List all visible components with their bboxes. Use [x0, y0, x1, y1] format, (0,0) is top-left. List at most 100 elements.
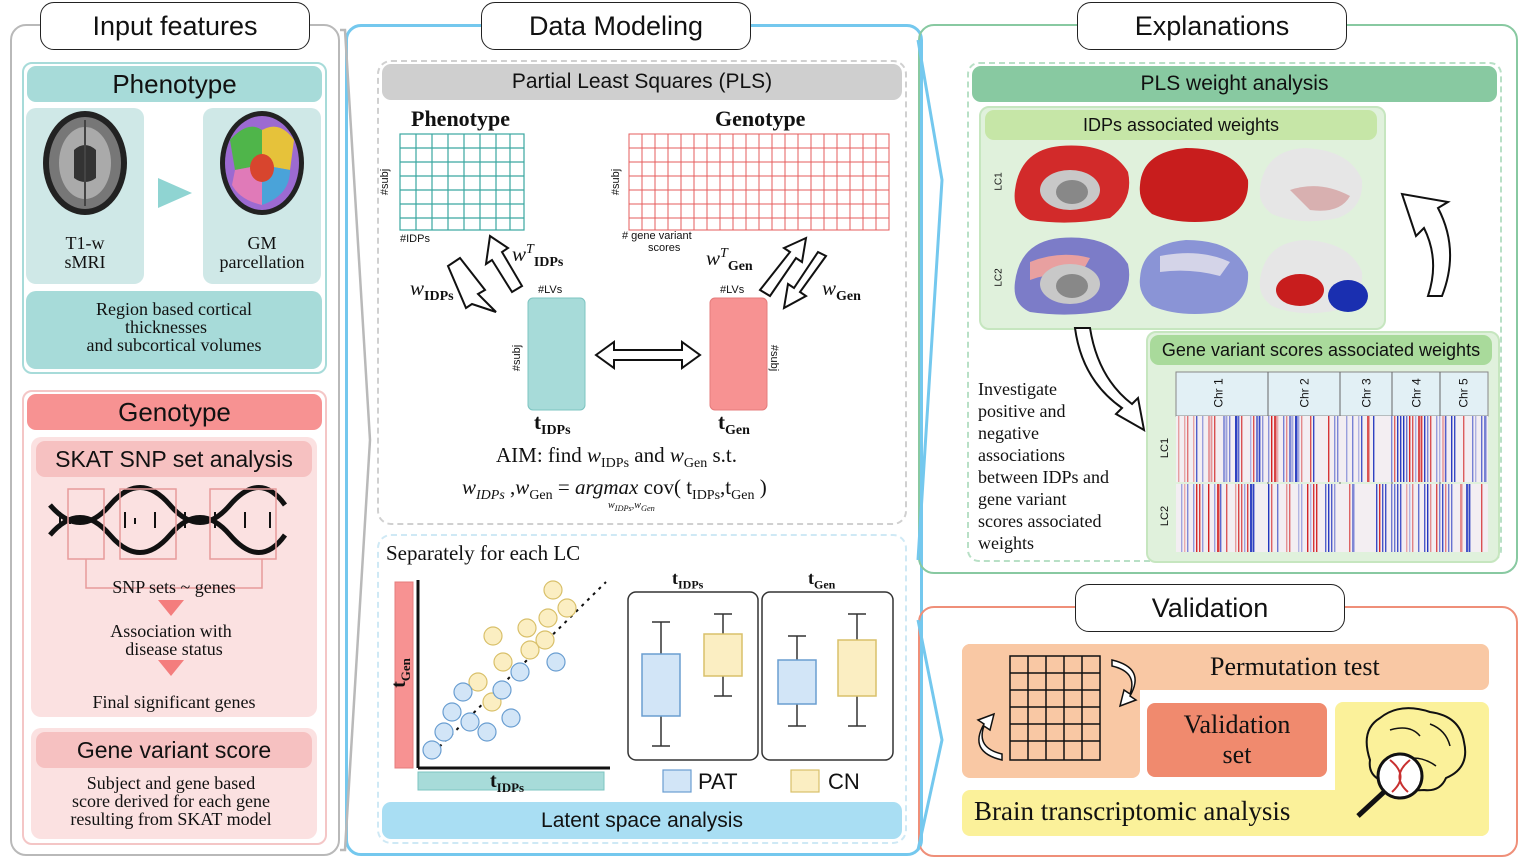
heatmap-stripe — [1439, 416, 1441, 482]
heatmap-stripe — [1391, 416, 1393, 482]
phenotype-desc-1: Region based cortical — [96, 299, 252, 319]
w-idps-label: wIDPs — [410, 276, 454, 305]
brain-transcriptomic-label: Brain transcriptomic analysis — [974, 796, 1291, 826]
phenotype-title: Phenotype — [27, 66, 322, 102]
heatmap-stripe — [1421, 416, 1423, 482]
gvs-desc-1: Subject and gene based — [86, 773, 256, 793]
parcellation-label: parcellation — [219, 252, 305, 272]
heatmap-stripe — [1451, 484, 1453, 552]
heatmap-stripe — [1226, 484, 1228, 552]
heatmap-stripe — [1289, 484, 1291, 552]
heatmap-stripe — [1238, 416, 1240, 482]
heatmap-stripe — [1313, 416, 1315, 482]
heatmap-stripe — [1466, 484, 1469, 552]
t-gen-label: tGen — [718, 410, 750, 439]
heatmap-stripe — [1472, 416, 1474, 482]
investigate-line-3: negative — [978, 423, 1039, 443]
heatmap-stripe — [1196, 484, 1198, 552]
heatmap-stripe — [1235, 484, 1237, 552]
heatmap-stripe — [1208, 416, 1211, 482]
pls-box — [377, 60, 907, 525]
heatmap-stripe — [1376, 484, 1378, 552]
input-features-header: Input features — [40, 2, 310, 50]
genotype-title: Genotype — [27, 394, 322, 430]
heatmap-stripe — [1445, 484, 1447, 552]
heatmap-stripe — [1259, 416, 1261, 482]
investigate-line-2: positive and — [978, 401, 1066, 421]
heatmap-stripe — [1211, 416, 1213, 482]
pls-phenotype-label: Phenotype — [411, 106, 510, 131]
assoc-label-1: Association with — [110, 621, 232, 641]
investigate-text: Investigate positive and negative associ… — [978, 378, 1109, 554]
heatmap-stripe — [1454, 416, 1456, 482]
heatmap-stripe — [1373, 416, 1375, 482]
heatmap-stripe — [1271, 484, 1273, 552]
gene-weights-title: Gene variant scores associated weights — [1150, 335, 1492, 365]
heatmap-stripe — [1484, 416, 1487, 482]
heatmap-stripe — [1382, 484, 1384, 552]
heatmap-stripe — [1397, 416, 1399, 482]
heatmap-stripe — [1334, 484, 1336, 552]
heatmap-stripe — [1283, 416, 1285, 482]
heatmap-stripe — [1412, 416, 1414, 482]
heatmap-stripe — [1292, 416, 1294, 482]
heatmap-stripe — [1301, 484, 1303, 552]
heatmap-stripe — [1349, 484, 1351, 552]
argmax-word: argmax — [574, 475, 639, 499]
latent-title: Latent space analysis — [382, 802, 902, 839]
lv2-label: #LVs — [720, 284, 745, 296]
smri-label: sMRI — [64, 252, 106, 272]
heatmap-stripe — [1481, 484, 1483, 552]
heatmap-stripe — [1301, 416, 1303, 482]
heatmap-stripe — [1412, 484, 1414, 552]
lv1-label: #LVs — [538, 284, 563, 296]
heatmap-stripe — [1253, 484, 1255, 552]
heatmap-stripe — [1241, 484, 1243, 552]
heatmap-stripe — [1415, 416, 1417, 482]
heatmap-stripe — [1256, 416, 1259, 482]
heatmap-stripe — [1247, 484, 1249, 552]
heatmap-stripe — [1439, 484, 1441, 552]
pls-weight-title: PLS weight analysis — [972, 66, 1497, 102]
heatmap-stripe — [1418, 416, 1421, 482]
heatmap-stripe — [1436, 484, 1438, 552]
heatmap-stripe — [1271, 416, 1273, 482]
heatmap-stripe — [1286, 484, 1288, 552]
heatmap-stripe — [1430, 416, 1432, 482]
heatmap-stripe — [1469, 484, 1471, 552]
heatmap-stripe — [1220, 484, 1222, 552]
heatmap-stripe — [1397, 484, 1399, 552]
data-modeling-header: Data Modeling — [481, 2, 751, 50]
heatmap-stripe — [1400, 416, 1402, 482]
phenotype-desc-3: and subcortical volumes — [86, 335, 262, 355]
heatmap-stripe — [1442, 484, 1444, 552]
skat-title: SKAT SNP set analysis — [36, 441, 312, 477]
heatmap-stripe — [1316, 484, 1318, 552]
heatmap-stripe — [1238, 484, 1240, 552]
heatmap-stripe — [1313, 484, 1315, 552]
heatmap-stripe — [1361, 416, 1363, 482]
heatmap-stripe — [1235, 416, 1238, 482]
heatmap-stripe — [1295, 416, 1298, 482]
heatmap-stripe — [1409, 484, 1411, 552]
gvs-title: Gene variant score — [36, 732, 312, 768]
heatmap-stripe — [1298, 484, 1300, 552]
gm-label: GM — [247, 233, 277, 253]
heatmap-stripe — [1229, 416, 1231, 482]
heatmap-stripe — [1331, 484, 1333, 552]
cov-open: cov( t — [643, 475, 693, 499]
heatmap-stripe — [1427, 484, 1429, 552]
heatmap-stripe — [1337, 416, 1339, 482]
heatmap-stripe — [1298, 416, 1300, 482]
heatmap-stripe — [1268, 416, 1270, 482]
heatmap-stripe — [1208, 484, 1210, 552]
pls-genotype-label: Genotype — [715, 106, 806, 131]
heatmap-stripe — [1286, 416, 1288, 482]
investigate-line-1: Investigate — [978, 379, 1057, 399]
final-genes-label: Final significant genes — [92, 692, 256, 712]
